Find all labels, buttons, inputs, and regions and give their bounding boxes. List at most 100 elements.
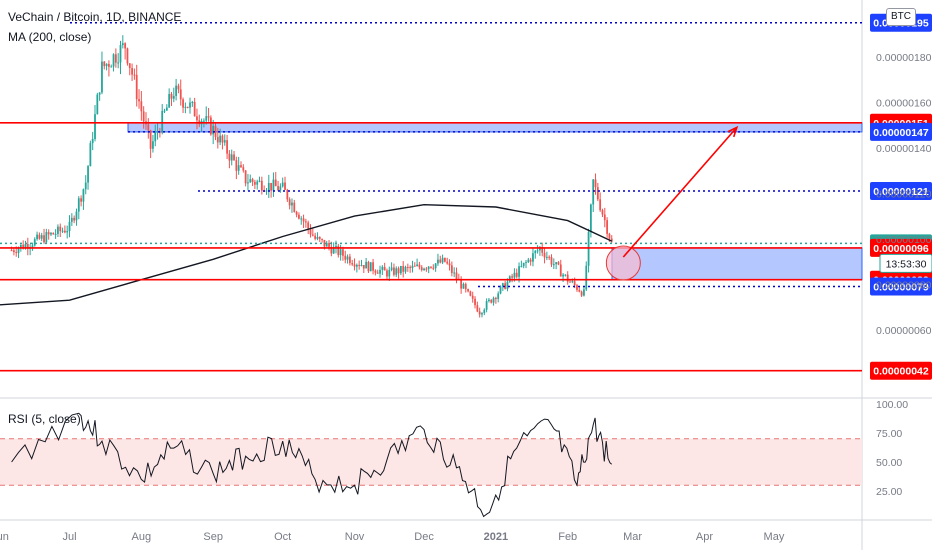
currency-badge[interactable]: BTC [886,8,916,26]
candle-body [518,266,520,277]
candle-body [541,247,544,253]
candle-body [323,239,326,247]
candle-body [550,257,553,265]
candle-body [309,228,312,235]
candle-body [552,264,555,266]
candle-body [453,272,456,274]
candle-body [346,256,349,260]
candle-body [580,291,583,296]
time-tick-label: Aug [132,531,152,543]
candle-body [59,226,62,232]
candle-body [214,125,217,137]
candle-body [221,135,224,143]
candle-body [219,135,222,143]
candle-body [50,232,52,235]
target-circle [605,245,641,281]
candle-body [351,263,354,265]
candle-body [483,309,486,314]
candle-body [608,233,611,239]
candle-body [504,283,507,289]
candle-body [177,85,180,90]
candle-body [228,153,231,161]
candle-body [47,232,50,235]
candle-body [108,63,110,67]
candle-body [448,263,451,266]
candle-body [406,266,409,268]
candle-body [117,62,120,64]
candle-body [230,154,233,161]
candle-body [562,274,564,277]
candle-body [594,179,597,188]
time-tick-label: Dec [414,531,434,543]
candle-body [101,61,103,93]
candle-body [587,232,590,266]
candle-body [478,311,481,315]
time-tick-label: Jun [0,531,9,543]
candle-body [474,298,476,306]
candle-body [10,250,13,252]
candle-body [175,85,178,96]
candle-body [277,186,279,191]
candle-body [539,247,541,251]
candle-body [126,48,129,64]
candle-body [328,243,330,247]
candle-body [411,265,414,269]
rsi-tick-label: 50.00 [876,457,902,469]
candle-body [267,182,270,191]
candle-body [170,93,173,99]
candle-body [258,180,261,182]
candle-body [585,265,588,290]
candle-body [425,268,428,270]
candle-body [402,265,405,272]
time-tick-label: Nov [345,531,365,543]
candle-body [499,286,502,294]
candle-body [242,167,245,171]
candle-body [235,160,238,171]
candle-body [205,116,208,121]
candle-body [184,106,187,108]
price-zone [611,247,863,281]
axes: 0.000001950.000001510.000001470.00000121… [0,13,932,543]
candle-body [24,244,27,249]
candle-body [388,269,391,277]
candle-body [240,165,242,168]
candle-body [203,120,205,122]
candle-body [589,204,592,233]
candle-body [15,252,18,254]
time-tick-label: Oct [274,531,291,543]
candle-body [367,261,370,272]
candle-body [476,305,479,312]
candle-body [467,289,469,292]
candle-body [522,262,525,267]
ma-line [0,203,612,306]
price-tick-label: 0.00000160 [876,97,932,109]
candle-body [527,259,530,263]
candle-body [485,301,488,310]
candle-body [393,267,395,275]
candle-body [212,125,215,135]
candle-body [511,276,514,278]
candle-body [420,267,423,271]
candle-body [189,102,191,108]
candle-body [281,182,284,187]
candle-body [165,107,168,111]
candle-body [455,272,458,280]
candle-body [576,285,578,290]
candle-body [339,249,342,256]
candle-body [128,63,131,69]
candle-body [304,221,307,223]
candle-body [288,199,291,206]
candle-body [601,210,604,215]
candle-body [196,116,198,121]
candle-body [374,270,377,273]
rsi-line [11,412,613,518]
candle-body [40,235,43,239]
price-tick-label: 0.00000120 [876,188,932,200]
candle-body [446,261,449,264]
candle-body [559,264,562,277]
rsi-tick-label: 100.00 [876,399,908,411]
candle-body [603,214,606,221]
candle-body [525,262,527,264]
candle-body [124,43,127,49]
